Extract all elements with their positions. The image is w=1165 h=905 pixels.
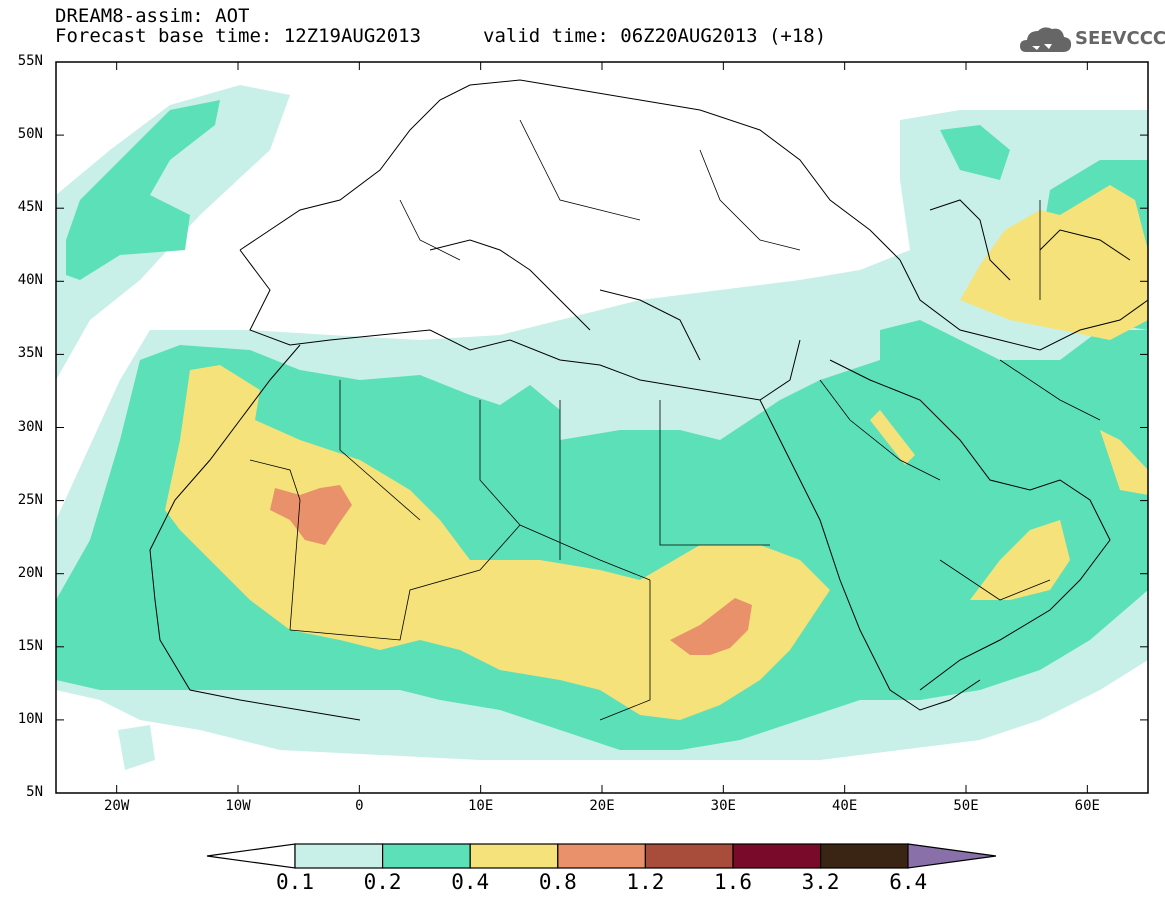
aot-contour-0.8 xyxy=(270,485,352,545)
map-title: DREAM8-assim: AOT xyxy=(55,5,250,27)
colorbar-label: 0.1 xyxy=(276,870,314,894)
lat-tick-label: 40N xyxy=(17,272,43,289)
colorbar-label: 0.8 xyxy=(538,870,577,894)
lon-tick-label: 50E xyxy=(953,798,979,814)
lat-tick-label: 5N xyxy=(26,784,43,800)
lat-tick-label: 25N xyxy=(17,491,43,508)
lat-tick-label: 55N xyxy=(17,53,43,69)
colorbar-over-arrow xyxy=(907,843,997,869)
lon-tick-label: 20W xyxy=(104,798,130,814)
colorbar-label: 6.4 xyxy=(889,870,928,894)
colorbar-swatch xyxy=(557,843,646,869)
logo-text: SEEVCCC xyxy=(1075,28,1165,49)
lat-tick-label: 10N xyxy=(17,710,43,727)
axis-ticks xyxy=(56,61,1148,794)
lat-tick-label: 20N xyxy=(17,564,43,581)
colorbar-label: 1.6 xyxy=(714,870,752,894)
aot-contour-0.8 xyxy=(670,598,752,655)
lat-tick-label: 15N xyxy=(17,637,43,654)
colorbar-swatch xyxy=(382,843,471,869)
colorbar-label: 1.2 xyxy=(626,870,665,894)
lat-tick-label: 35N xyxy=(17,345,43,362)
aot-contour-0.4 xyxy=(165,365,830,720)
lon-tick-label: 0 xyxy=(355,798,364,814)
aot-contour-0.4 xyxy=(870,410,915,465)
aot-contour-0.2 xyxy=(56,320,1148,750)
aot-contour-0.1 xyxy=(118,725,155,770)
lon-tick-label: 10E xyxy=(468,798,494,814)
lon-tick-label: 60E xyxy=(1074,798,1100,814)
lat-tick-label: 50N xyxy=(17,126,43,143)
coastlines xyxy=(149,79,1148,721)
seevccc-logo: SEEVCCC xyxy=(1018,22,1165,58)
valid-time: valid time: 06Z20AUG2013 (+18) xyxy=(483,25,827,47)
colorbar-swatch xyxy=(732,843,822,869)
lon-tick-label: 10W xyxy=(225,798,251,814)
colorbar-label: 0.4 xyxy=(451,870,490,894)
lat-tick-label: 45N xyxy=(17,199,43,216)
colorbar-label: 3.2 xyxy=(801,870,840,894)
lat-tick-label: 30N xyxy=(17,418,43,435)
forecast-base-time: Forecast base time: 12Z19AUG2013 xyxy=(55,25,422,47)
cloud-logo-icon xyxy=(1020,27,1072,52)
colorbar-swatch xyxy=(469,843,559,869)
aot-field xyxy=(56,62,1148,793)
aot-contour-0.2 xyxy=(66,100,220,280)
lon-tick-label: 20E xyxy=(589,798,615,814)
colorbar-label: 0.2 xyxy=(363,870,402,894)
colorbar-swatch xyxy=(644,843,734,869)
colorbar-swatch xyxy=(294,843,384,869)
aot-contour-0.4 xyxy=(960,185,1148,340)
lon-tick-label: 30E xyxy=(710,798,736,814)
aot-contour-0.4 xyxy=(970,520,1070,600)
lon-tick-label: 40E xyxy=(832,798,858,814)
colorbar xyxy=(206,843,997,869)
aot-contour-0.4 xyxy=(1100,430,1148,495)
borders xyxy=(249,119,1101,721)
colorbar-under-arrow xyxy=(206,843,296,869)
aot-contour-0.2 xyxy=(940,125,1010,180)
colorbar-swatch xyxy=(819,843,909,869)
